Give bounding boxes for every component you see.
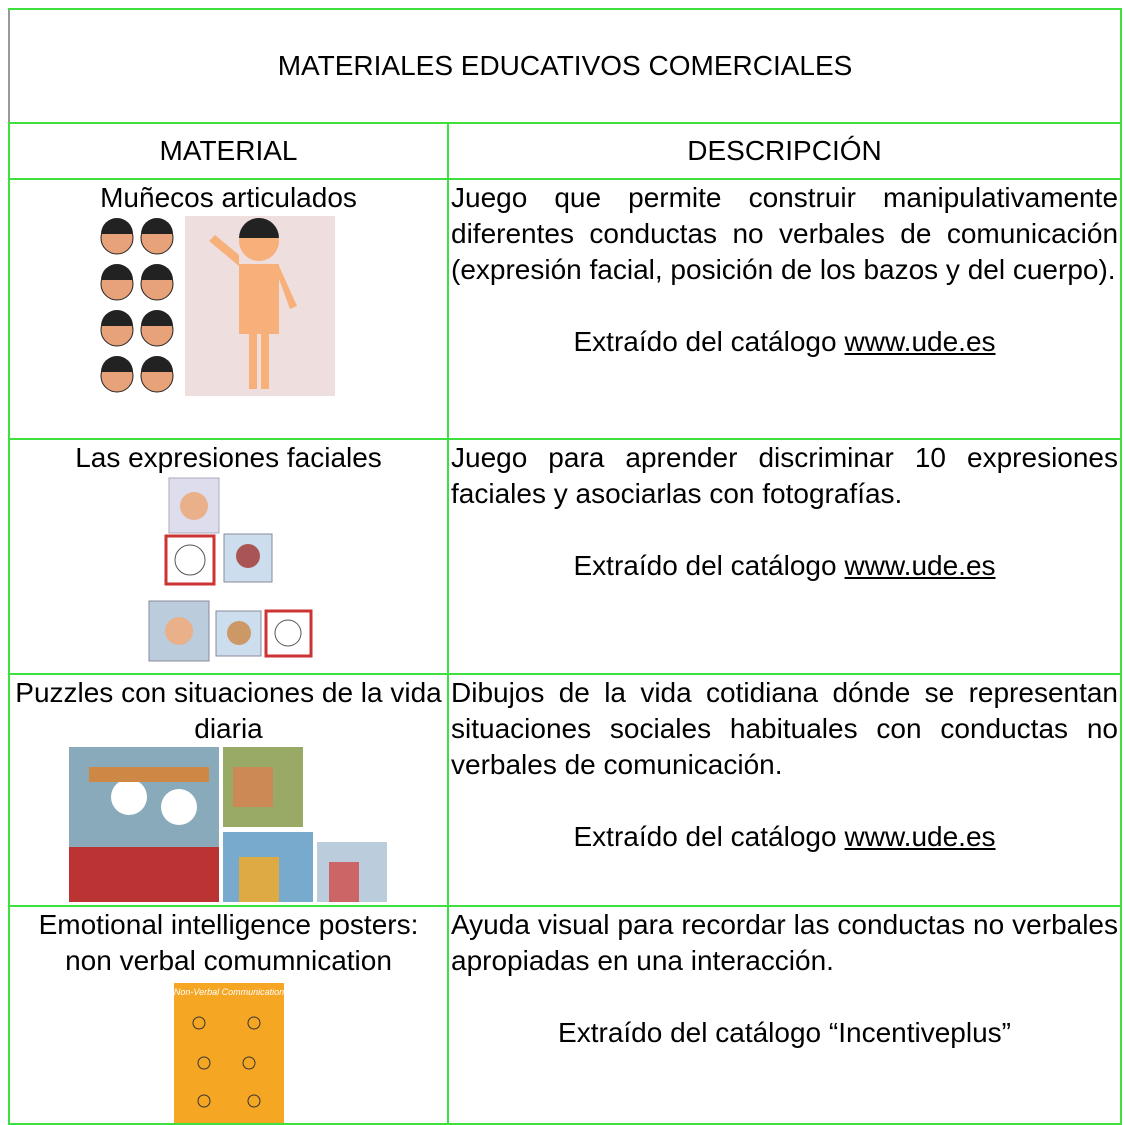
puzzles-image [68,747,387,902]
material-cell: Emotional intelligence posters: non verb… [8,905,449,1125]
material-cell: Muñecos articulados [8,178,449,440]
material-name: Las expresiones faciales [75,442,382,473]
description: Juego para aprender discriminar 10 expre… [451,442,1119,509]
description-cell: Juego para aprender discriminar 10 expre… [446,438,1123,675]
column-header: MATERIAL [8,122,449,180]
material-name: Puzzles con situaciones de la vida diari… [15,677,442,744]
description: Dibujos de la vida cotidiana dónde se re… [451,677,1119,780]
source: Extraído del catálogo “Incentiveplus” [451,1015,1118,1051]
source: Extraído del catálogo www.ude.es [451,819,1118,855]
dolls-image [100,216,335,396]
description: Juego que permite construir manipulativa… [451,182,1119,285]
source-link[interactable]: www.ude.es [844,550,996,581]
source-link[interactable]: www.ude.es [844,326,996,357]
description-cell: Ayuda visual para recordar las conductas… [446,905,1123,1125]
source-text: Extraído del catálogo [573,550,837,581]
description: Ayuda visual para recordar las conductas… [451,909,1119,976]
material-cell: Puzzles con situaciones de la vida diari… [8,673,449,907]
material-name: Emotional intelligence posters: non verb… [38,909,419,976]
source: Extraído del catálogo www.ude.es [451,548,1118,584]
source-text: Extraído del catálogo “Incentiveplus” [558,1017,1011,1048]
source-text: Extraído del catálogo [573,326,837,357]
material-name: Muñecos articulados [100,182,357,213]
material-cell: Las expresiones faciales [8,438,449,675]
description-cell: Juego que permite construir manipulativa… [446,178,1123,440]
table-title: MATERIALES EDUCATIVOS COMERCIALES [7,8,1123,124]
description-cell: Dibujos de la vida cotidiana dónde se re… [446,673,1123,907]
poster-image: Non-Verbal Communication [173,983,284,1123]
source-link[interactable]: www.ude.es [844,821,996,852]
source: Extraído del catálogo www.ude.es [451,324,1118,360]
materials-table: MATERIALES EDUCATIVOS COMERCIALES MATERI… [7,8,1123,1125]
faces-image [148,477,312,662]
poster-title: Non-Verbal Communication [174,987,284,997]
source-text: Extraído del catálogo [573,821,837,852]
column-header: DESCRIPCIÓN [446,122,1123,180]
